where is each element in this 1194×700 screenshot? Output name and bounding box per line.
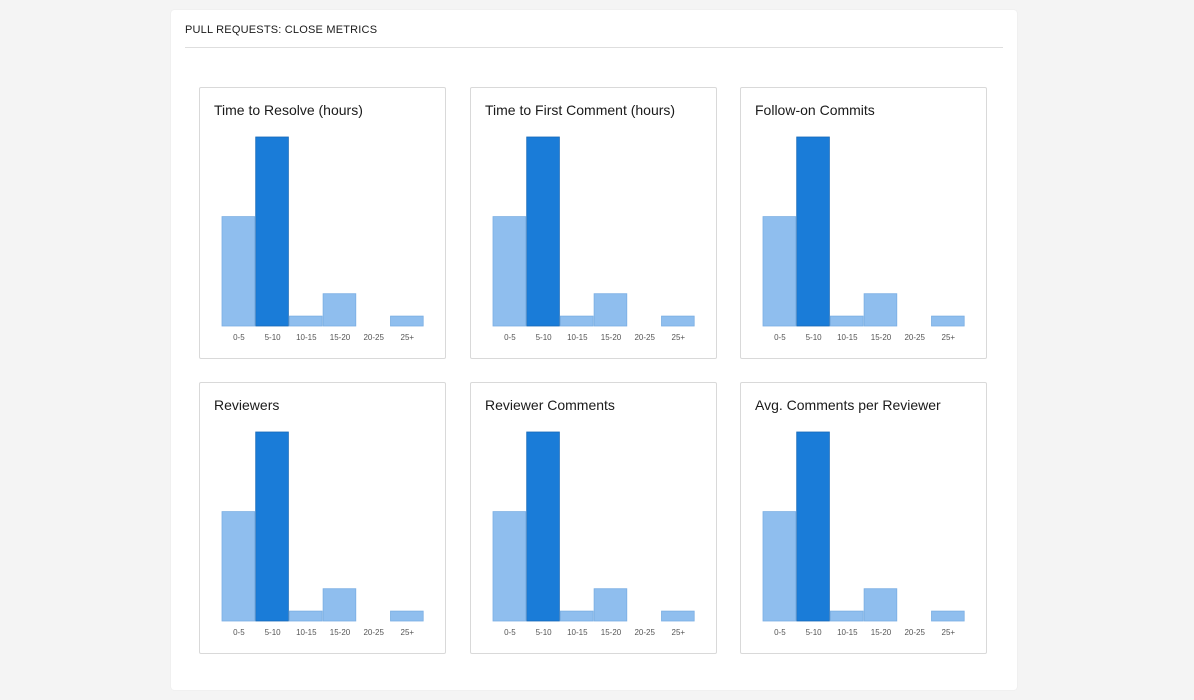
chart-card-follow-on-commits: Follow-on Commits 0-5 5-10 10-15 15-20 20-25… [740, 87, 987, 359]
bar-0-5[interactable] [762, 216, 797, 327]
chart-card-time-to-resolve: Time to Resolve (hours) 0-5 5-10 10-15 15-2… [199, 87, 446, 359]
bar-10-15[interactable] [560, 315, 594, 327]
bar-0-5[interactable] [492, 511, 527, 622]
histogram-chart: 0-5 5-10 10-15 15-20 20-25 25+ [762, 136, 965, 342]
bar-15-20[interactable] [322, 293, 357, 327]
x-tick-label: 5-10 [806, 333, 823, 342]
chart-title: Avg. Comments per Reviewer [755, 397, 941, 413]
x-tick-label: 0-5 [774, 628, 786, 637]
x-tick-label: 15-20 [601, 628, 622, 637]
x-tick-label: 25+ [672, 628, 686, 637]
chart-title: Reviewer Comments [485, 397, 615, 413]
x-tick-label: 10-15 [837, 628, 858, 637]
panel-title: PULL REQUESTS: CLOSE METRICS [185, 24, 1003, 48]
bar-25+[interactable] [661, 610, 695, 622]
x-tick-label: 5-10 [265, 628, 282, 637]
x-tick-label: 20-25 [904, 628, 925, 637]
x-tick-label: 10-15 [296, 628, 317, 637]
bar-0-5[interactable] [492, 216, 527, 327]
chart-title: Time to Resolve (hours) [214, 102, 363, 118]
bar-0-5[interactable] [221, 511, 256, 622]
x-tick-label: 5-10 [536, 628, 553, 637]
bar-5-10[interactable] [255, 431, 289, 622]
bar-15-20[interactable] [863, 588, 898, 622]
x-tick-label: 25+ [942, 628, 956, 637]
x-tick-label: 5-10 [536, 333, 553, 342]
bar-15-20[interactable] [593, 588, 628, 622]
bar-10-15[interactable] [289, 315, 323, 327]
x-tick-label: 20-25 [904, 333, 925, 342]
bar-5-10[interactable] [255, 136, 289, 327]
chart-card-reviewers: Reviewers 0-5 5-10 10-15 15-20 20-25 25+ [199, 382, 446, 654]
chart-card-time-to-first-comment: Time to First Comment (hours) 0-5 5-10 10-… [470, 87, 717, 359]
histogram-chart: 0-5 5-10 10-15 15-20 20-25 25+ [221, 136, 424, 342]
bar-25+[interactable] [661, 315, 695, 327]
x-tick-label: 15-20 [871, 333, 892, 342]
bar-0-5[interactable] [762, 511, 797, 622]
bar-10-15[interactable] [830, 315, 864, 327]
x-tick-label: 25+ [401, 628, 415, 637]
bar-5-10[interactable] [796, 136, 830, 327]
x-tick-label: 25+ [401, 333, 415, 342]
x-tick-label: 5-10 [806, 628, 823, 637]
chart-title: Follow-on Commits [755, 102, 875, 118]
chart-card-reviewer-comments: Reviewer Comments 0-5 5-10 10-15 15-20 20-25… [470, 382, 717, 654]
x-tick-label: 25+ [942, 333, 956, 342]
x-tick-label: 10-15 [567, 628, 588, 637]
x-tick-label: 10-15 [296, 333, 317, 342]
x-tick-label: 20-25 [634, 628, 655, 637]
bar-5-10[interactable] [796, 431, 830, 622]
x-tick-label: 20-25 [634, 333, 655, 342]
histogram-chart: 0-5 5-10 10-15 15-20 20-25 25+ [221, 431, 424, 637]
bar-25+[interactable] [931, 315, 965, 327]
chart-card-avg-comments-per-reviewer: Avg. Comments per Reviewer 0-5 5-10 10-15 1… [740, 382, 987, 654]
x-tick-label: 15-20 [330, 628, 351, 637]
x-tick-label: 20-25 [363, 333, 384, 342]
x-tick-label: 10-15 [837, 333, 858, 342]
bar-15-20[interactable] [322, 588, 357, 622]
histogram-chart: 0-5 5-10 10-15 15-20 20-25 25+ [492, 136, 695, 342]
bar-10-15[interactable] [830, 610, 864, 622]
bar-10-15[interactable] [289, 610, 323, 622]
bar-15-20[interactable] [593, 293, 628, 327]
bar-25+[interactable] [390, 610, 424, 622]
x-tick-label: 25+ [672, 333, 686, 342]
x-tick-label: 20-25 [363, 628, 384, 637]
bar-0-5[interactable] [221, 216, 256, 327]
chart-title: Reviewers [214, 397, 280, 413]
histogram-chart: 0-5 5-10 10-15 15-20 20-25 25+ [762, 431, 965, 637]
bar-5-10[interactable] [526, 136, 560, 327]
close-metrics-panel: PULL REQUESTS: CLOSE METRICS Time to Res… [171, 10, 1017, 690]
x-tick-label: 15-20 [601, 333, 622, 342]
x-tick-label: 0-5 [774, 333, 786, 342]
x-tick-label: 0-5 [233, 628, 245, 637]
bar-15-20[interactable] [863, 293, 898, 327]
bar-10-15[interactable] [560, 610, 594, 622]
x-tick-label: 0-5 [233, 333, 245, 342]
histogram-chart: 0-5 5-10 10-15 15-20 20-25 25+ [492, 431, 695, 637]
x-tick-label: 15-20 [871, 628, 892, 637]
bar-25+[interactable] [931, 610, 965, 622]
bar-25+[interactable] [390, 315, 424, 327]
x-tick-label: 0-5 [504, 628, 516, 637]
chart-title: Time to First Comment (hours) [485, 102, 676, 118]
x-tick-label: 15-20 [330, 333, 351, 342]
x-tick-label: 0-5 [504, 333, 516, 342]
x-tick-label: 5-10 [265, 333, 282, 342]
x-tick-label: 10-15 [567, 333, 588, 342]
bar-5-10[interactable] [526, 431, 560, 622]
